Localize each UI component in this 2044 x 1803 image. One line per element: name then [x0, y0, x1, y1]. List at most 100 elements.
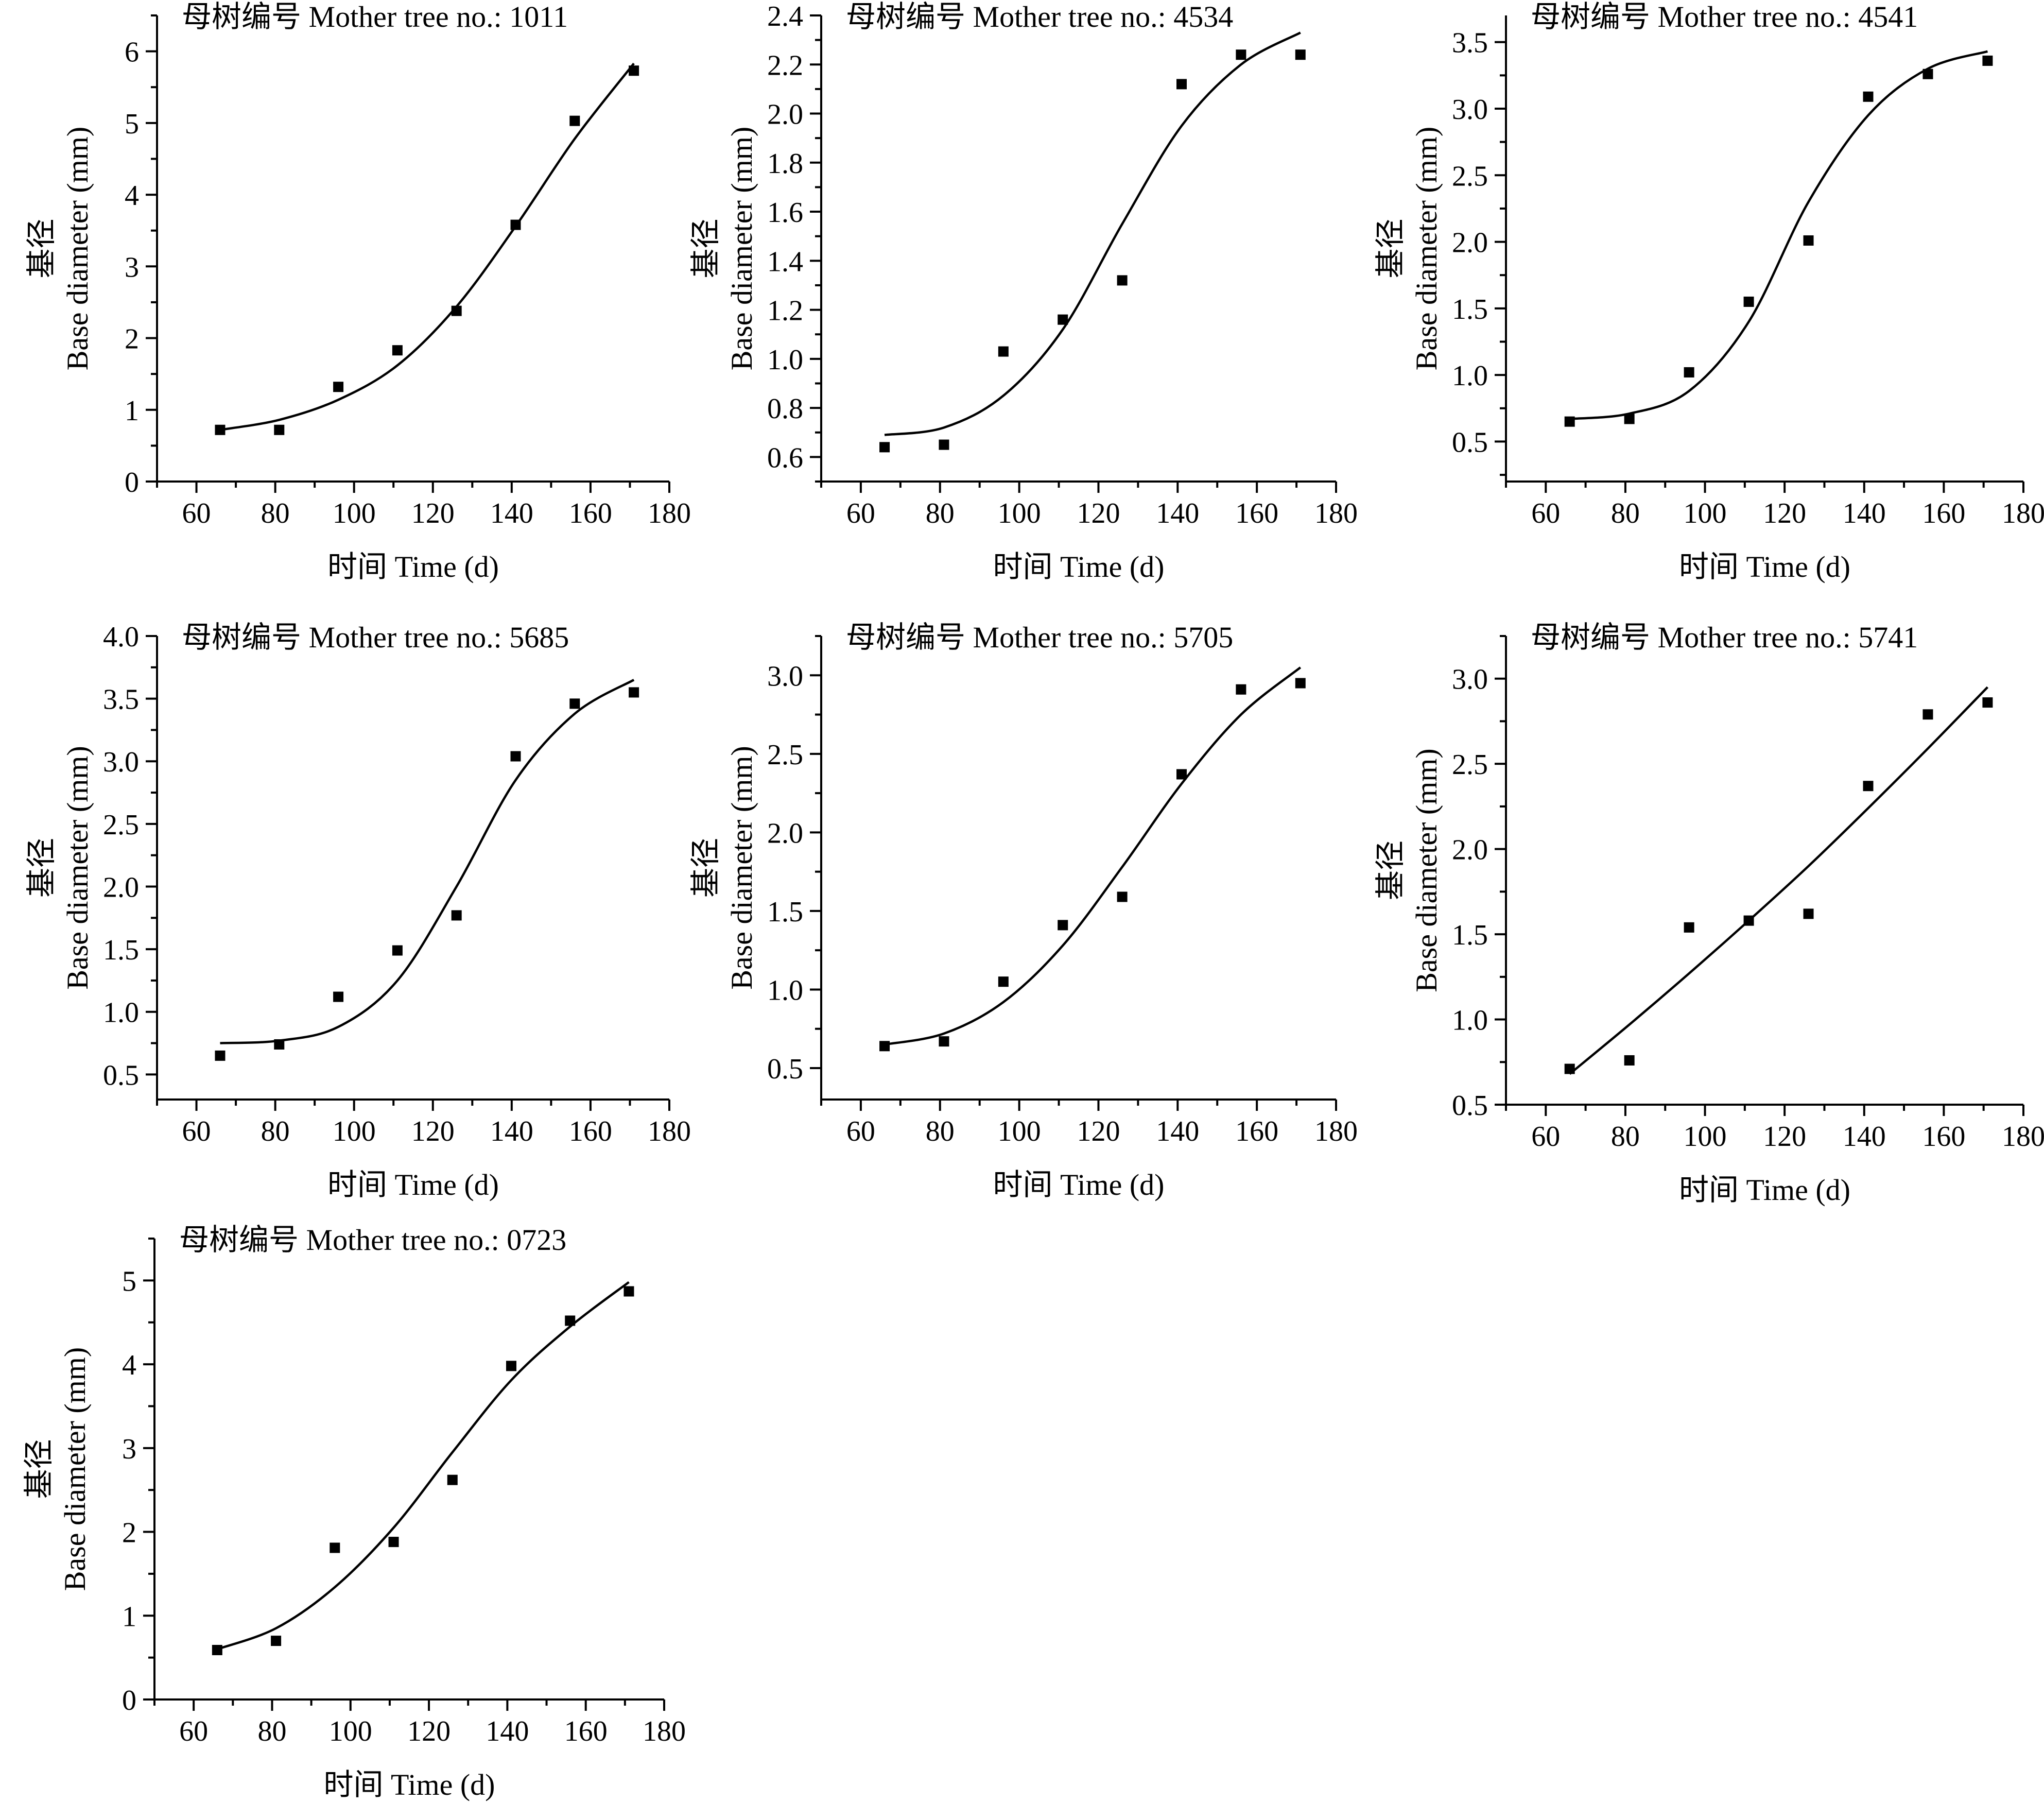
data-point	[1564, 416, 1575, 427]
data-point	[392, 345, 403, 356]
data-point	[623, 1286, 634, 1297]
y-axis-title-chinese: 基径	[1374, 840, 1407, 900]
x-tick-label: 100	[333, 1115, 376, 1147]
data-point	[1863, 781, 1874, 792]
x-tick-label: 100	[1684, 497, 1727, 529]
panel-title: 母树编号 Mother tree no.: 4534	[846, 0, 1233, 33]
x-tick-label: 180	[1314, 497, 1358, 529]
x-tick-label: 180	[2002, 497, 2044, 529]
y-tick-label: 2.4	[767, 1, 803, 32]
data-point	[333, 382, 344, 392]
data-point	[1176, 769, 1187, 780]
data-point	[274, 1039, 285, 1050]
chart-panel: 60 80 100 120 140 160 180 0.5 1.0 1.5 2.0 2.5 3.0 3.5…	[1374, 0, 2044, 583]
data-point	[1743, 296, 1754, 307]
data-point	[569, 115, 580, 126]
data-point	[333, 991, 344, 1002]
data-point	[388, 1537, 399, 1548]
y-tick-label: 2.5	[1452, 160, 1488, 192]
x-tick-label: 60	[179, 1715, 208, 1747]
data-point	[1295, 49, 1306, 60]
y-tick-label: 3.0	[767, 660, 803, 692]
panel-title: 母树编号 Mother tree no.: 0723	[179, 1223, 566, 1257]
x-tick-label: 180	[643, 1715, 686, 1747]
x-tick-label: 80	[261, 497, 290, 529]
y-tick-label: 4	[125, 180, 139, 212]
chart-panel: 60 80 100 120 140 160 180 0.5 1.0 1.5 2.0 2.5 3.0 时间 …	[1374, 621, 2044, 1207]
data-point	[1743, 915, 1754, 926]
y-tick-label: 3.0	[1452, 94, 1488, 126]
chart-panel: 60 80 100 120 140 160 180 0.5 1.0 1.5 2.0 2.5 3.0 时间 …	[689, 621, 1358, 1201]
y-tick-label: 2.0	[767, 99, 803, 131]
fit-curve	[1569, 50, 1988, 420]
y-tick-label: 0	[122, 1685, 136, 1716]
data-point	[1176, 79, 1187, 90]
x-tick-label: 140	[1156, 497, 1199, 529]
data-point	[629, 65, 639, 76]
x-tick-label: 160	[1235, 497, 1278, 529]
x-tick-label: 120	[1763, 1121, 1806, 1153]
x-tick-label: 80	[926, 1115, 955, 1147]
data-point	[1564, 1063, 1575, 1074]
y-axis-title-chinese: 基径	[25, 838, 58, 898]
y-tick-label: 0.5	[103, 1059, 139, 1091]
x-tick-label: 160	[564, 1715, 608, 1747]
data-point	[274, 424, 285, 435]
y-tick-label: 3.5	[1452, 27, 1488, 59]
x-tick-label: 120	[411, 1115, 455, 1147]
data-point	[939, 1036, 949, 1047]
data-point	[1117, 275, 1128, 286]
x-tick-label: 60	[846, 497, 875, 529]
x-tick-label: 80	[257, 1715, 286, 1747]
x-tick-label: 140	[490, 1115, 533, 1147]
x-tick-label: 160	[569, 497, 612, 529]
y-tick-label: 2	[122, 1517, 136, 1549]
y-tick-label: 1	[122, 1601, 136, 1633]
y-axis-title-english: Base diameter (mm)	[1410, 127, 1443, 371]
y-tick-label: 3.0	[103, 746, 139, 778]
x-tick-label: 80	[1611, 1121, 1640, 1153]
data-point	[1624, 1055, 1635, 1066]
chart-panel: 60 80 100 120 140 160 180 0.5 1.0 1.5 2.0 2.5 3.0 3.5…	[25, 621, 691, 1201]
fit-curve	[1569, 686, 1989, 1075]
data-point	[1684, 367, 1694, 377]
x-axis-title: 时间 Time (d)	[327, 1168, 499, 1201]
fit-curve	[884, 666, 1302, 1046]
y-axis-title-chinese: 基径	[689, 218, 722, 278]
data-point	[565, 1315, 576, 1326]
x-tick-label: 140	[1843, 1121, 1886, 1153]
y-tick-label: 0.5	[1452, 426, 1488, 458]
panel-title: 母树编号 Mother tree no.: 4541	[1531, 0, 1918, 33]
y-tick-label: 0.5	[767, 1053, 803, 1085]
data-point	[1117, 891, 1128, 902]
x-axis-title: 时间 Time (d)	[993, 1168, 1165, 1201]
x-tick-label: 160	[1922, 497, 1965, 529]
y-tick-label: 5	[125, 108, 139, 140]
y-tick-label: 3	[122, 1433, 136, 1465]
y-axis-title-chinese: 基径	[25, 218, 58, 278]
y-tick-label: 1.8	[767, 148, 803, 180]
x-axis-title: 时间 Time (d)	[1679, 1173, 1850, 1207]
y-tick-label: 2	[125, 323, 139, 355]
data-point	[330, 1542, 340, 1553]
data-point	[1982, 697, 1993, 708]
y-tick-label: 0.8	[767, 393, 803, 425]
y-tick-label: 1.5	[767, 896, 803, 928]
data-point	[451, 305, 462, 316]
x-tick-label: 120	[1763, 497, 1806, 529]
y-tick-label: 2.5	[767, 739, 803, 771]
y-tick-label: 1.5	[1452, 919, 1488, 951]
y-axis-title-english: Base diameter (mm)	[61, 127, 94, 371]
data-point	[1922, 709, 1933, 720]
chart-panel: 60 80 100 120 140 160 180 0 1 2 3 4 5 6 时间 Time (d) 基径 B…	[25, 0, 691, 583]
x-tick-label: 160	[1922, 1121, 1965, 1153]
y-tick-label: 2.5	[103, 809, 139, 841]
data-point	[392, 945, 403, 956]
x-tick-label: 140	[1156, 1115, 1199, 1147]
data-point	[1982, 55, 1993, 66]
y-tick-label: 2.5	[1452, 749, 1488, 781]
y-tick-label: 1.5	[103, 934, 139, 966]
x-axis-title: 时间 Time (d)	[993, 550, 1165, 583]
data-point	[1803, 908, 1814, 919]
x-axis-title: 时间 Time (d)	[324, 1768, 495, 1801]
